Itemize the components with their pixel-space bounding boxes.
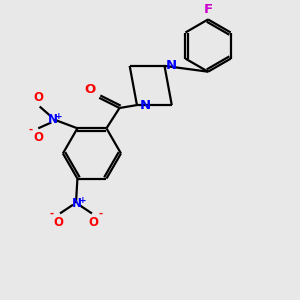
Text: N: N <box>166 59 177 72</box>
Text: O: O <box>88 216 98 229</box>
Text: -: - <box>98 208 103 218</box>
Text: N: N <box>72 197 82 210</box>
Text: -: - <box>50 208 54 218</box>
Text: N: N <box>139 99 150 112</box>
Text: O: O <box>53 216 64 229</box>
Text: +: + <box>55 112 63 121</box>
Text: O: O <box>84 83 95 96</box>
Text: F: F <box>203 3 213 16</box>
Text: -: - <box>29 125 33 135</box>
Text: N: N <box>48 113 58 126</box>
Text: O: O <box>33 91 43 103</box>
Text: +: + <box>79 196 87 205</box>
Text: O: O <box>33 131 43 144</box>
